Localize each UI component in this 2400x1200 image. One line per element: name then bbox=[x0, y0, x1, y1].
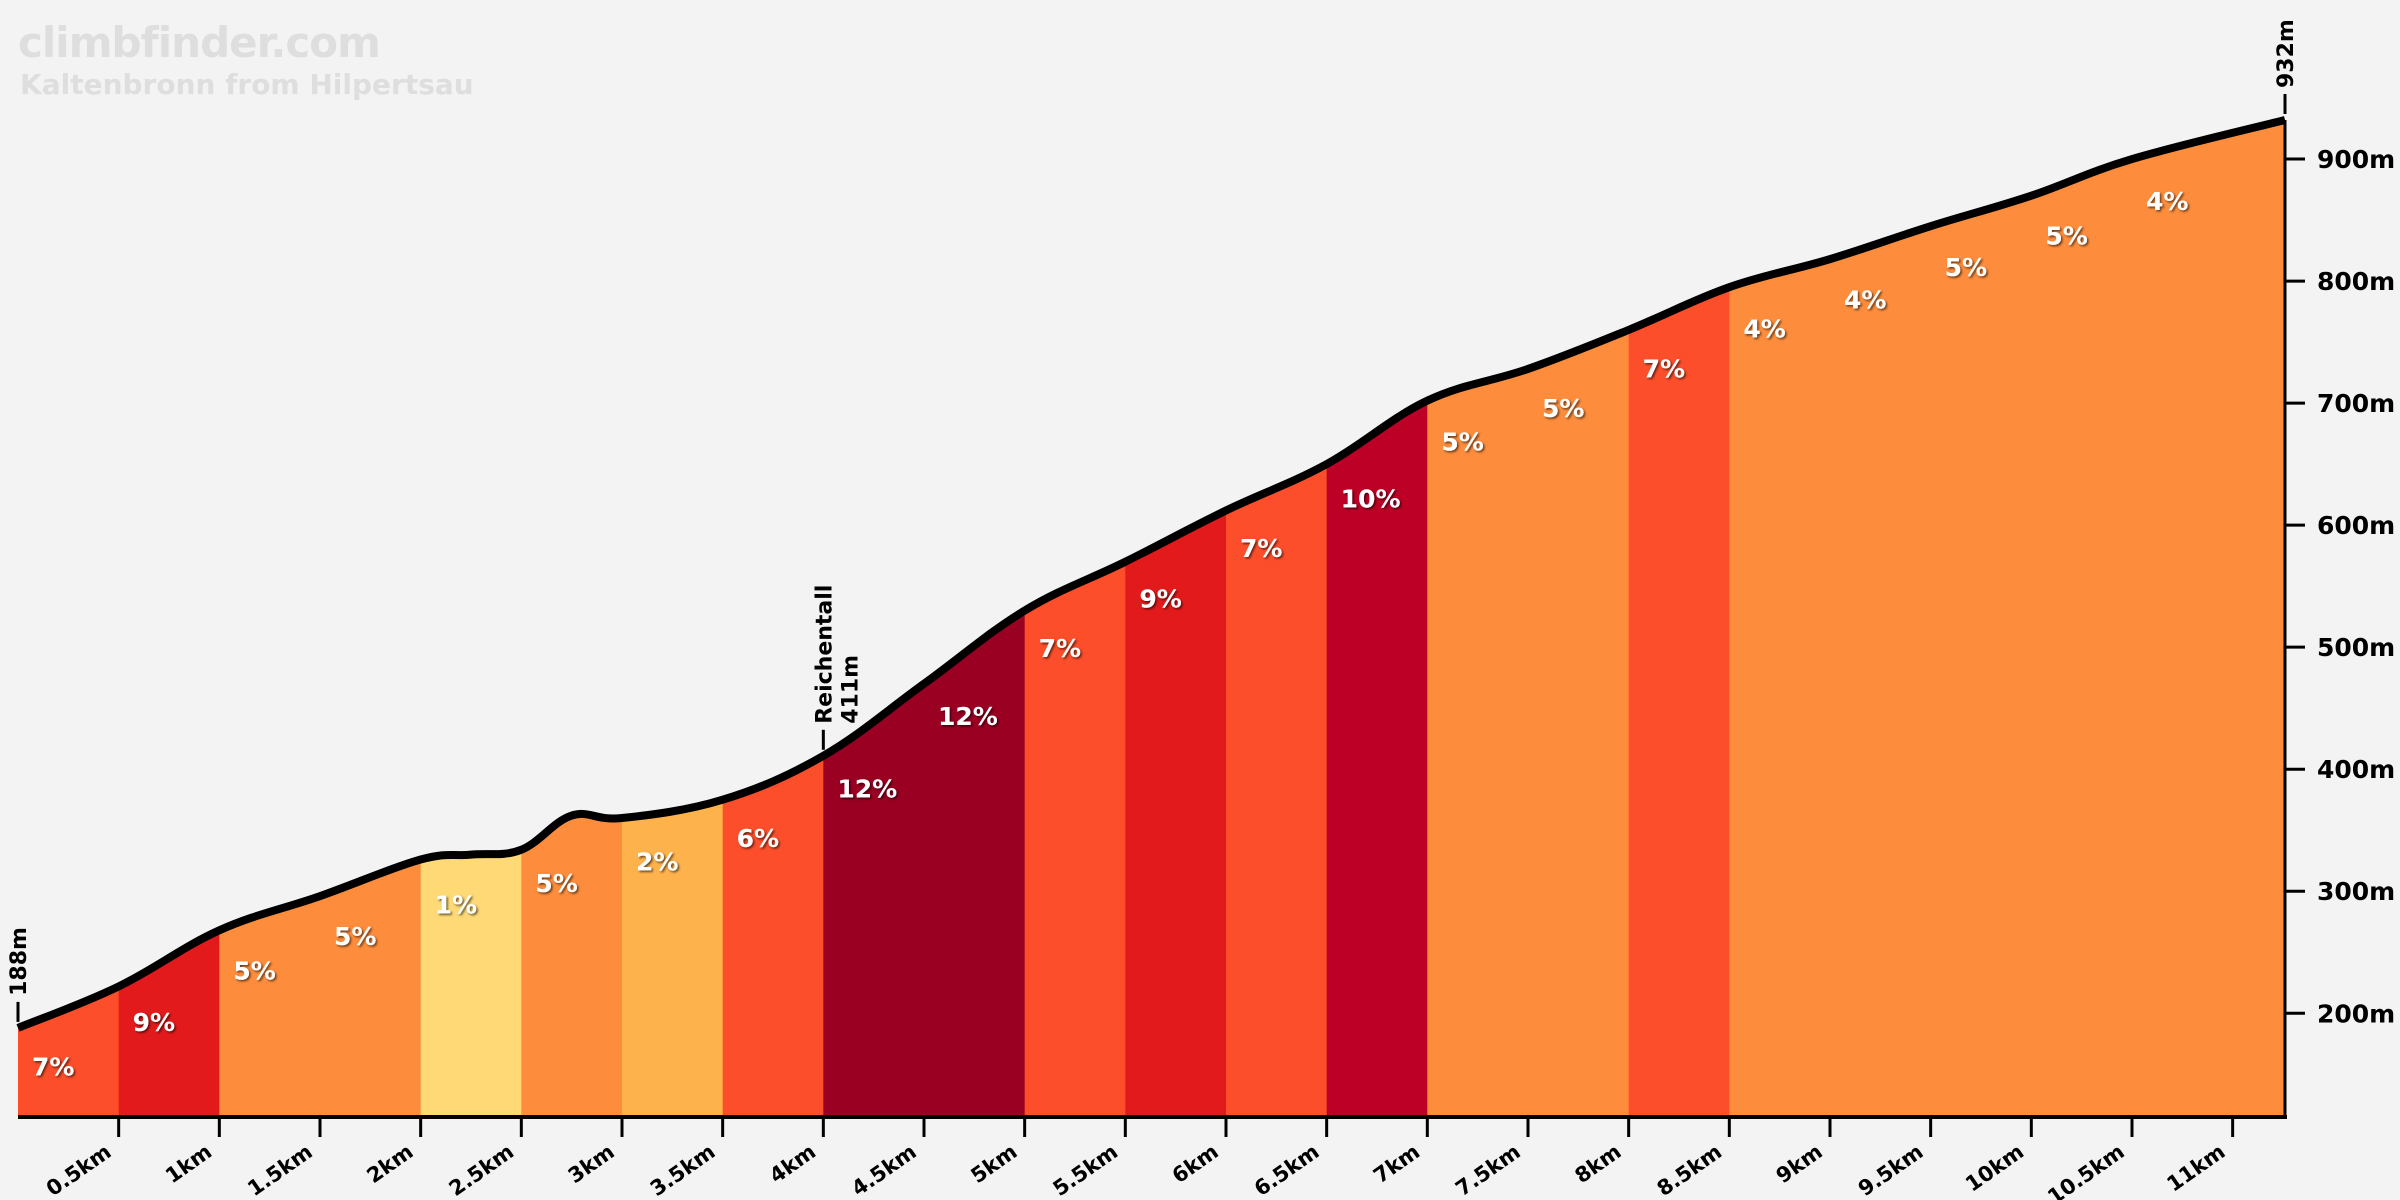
grade-label: 9% bbox=[133, 1008, 175, 1037]
x-tick-label: 6.5km bbox=[1250, 1139, 1324, 1200]
x-tick-label: 3km bbox=[564, 1139, 619, 1188]
y-tick-label: 700m bbox=[2317, 389, 2395, 418]
grade-label: 4% bbox=[1743, 315, 1785, 344]
grade-segment bbox=[2131, 120, 2285, 1117]
grade-label: 6% bbox=[737, 824, 779, 853]
x-tick-label: 3.5km bbox=[646, 1139, 720, 1200]
grade-label: 5% bbox=[334, 922, 376, 951]
grade-segment bbox=[1930, 120, 2032, 1117]
grade-segment bbox=[521, 120, 623, 1117]
grade-segment bbox=[722, 120, 824, 1117]
x-tick-label: 9.5km bbox=[1854, 1139, 1928, 1200]
grade-segment bbox=[1326, 120, 1428, 1117]
location-marker-elevation: 411m bbox=[838, 655, 863, 724]
x-tick-label: 2.5km bbox=[445, 1139, 519, 1200]
grade-label: 7% bbox=[1240, 534, 1282, 563]
y-tick-label: 300m bbox=[2317, 877, 2395, 906]
grade-label: 2% bbox=[636, 847, 678, 876]
x-tick-label: 5.5km bbox=[1049, 1139, 1123, 1200]
grade-segment bbox=[1628, 120, 1730, 1117]
climb-title: Kaltenbronn from Hilpertsau bbox=[20, 68, 474, 101]
profile-line bbox=[16, 116, 2286, 1032]
grade-label: 5% bbox=[2045, 221, 2087, 250]
x-tick-label: 2km bbox=[362, 1139, 417, 1188]
x-tick-label: 7km bbox=[1369, 1139, 1424, 1188]
grade-segment bbox=[2031, 120, 2133, 1117]
y-tick-label: 600m bbox=[2317, 511, 2395, 540]
grade-label: 5% bbox=[1945, 253, 1987, 282]
grade-segment bbox=[823, 120, 925, 1117]
grade-label: 10% bbox=[1341, 484, 1401, 513]
grade-segment bbox=[1729, 120, 1831, 1117]
grade-segment bbox=[1024, 120, 1126, 1117]
x-tick-label: 0.5km bbox=[42, 1139, 116, 1200]
grade-segment bbox=[319, 120, 422, 1117]
grade-segment bbox=[1829, 120, 1932, 1117]
grade-label: 4% bbox=[1844, 286, 1886, 315]
x-tick-label: 10km bbox=[1961, 1139, 2028, 1196]
grade-segment bbox=[420, 120, 522, 1117]
x-tick-label: 4km bbox=[765, 1139, 820, 1188]
brand-logo[interactable]: climbfinder.com bbox=[18, 18, 381, 67]
x-tick-label: 1km bbox=[161, 1139, 216, 1188]
elevation-marker-label: 188m bbox=[7, 927, 32, 996]
grade-label: 7% bbox=[32, 1053, 74, 1082]
y-tick-label: 800m bbox=[2317, 267, 2395, 296]
grade-label: 9% bbox=[1139, 585, 1181, 614]
grade-segment bbox=[923, 120, 1026, 1117]
y-tick-label: 200m bbox=[2317, 999, 2395, 1028]
y-tick-label: 900m bbox=[2317, 145, 2395, 174]
grade-label: 12% bbox=[938, 702, 998, 731]
grade-segment bbox=[1225, 120, 1328, 1117]
x-tick-label: 11km bbox=[2162, 1139, 2229, 1196]
grade-label: 5% bbox=[233, 956, 275, 985]
grade-segment bbox=[1427, 120, 1529, 1117]
x-tick-label: 5km bbox=[966, 1139, 1021, 1188]
grade-label: 12% bbox=[837, 774, 897, 803]
x-tick-label: 7.5km bbox=[1451, 1139, 1525, 1200]
grade-label: 5% bbox=[535, 869, 577, 898]
x-tick-label: 8km bbox=[1570, 1139, 1625, 1188]
grade-segment bbox=[118, 120, 220, 1117]
elevation-marker-label: 932m bbox=[2274, 19, 2299, 88]
grade-label: 1% bbox=[435, 891, 477, 920]
grade-label: 5% bbox=[1542, 394, 1584, 423]
grade-segment bbox=[18, 120, 120, 1117]
x-tick-label: 1.5km bbox=[243, 1139, 317, 1200]
x-tick-label: 9km bbox=[1772, 1139, 1827, 1188]
x-tick-label: 6km bbox=[1168, 1139, 1223, 1188]
y-tick-label: 500m bbox=[2317, 633, 2395, 662]
grade-segment bbox=[1527, 120, 1630, 1117]
grade-label: 7% bbox=[1643, 354, 1685, 383]
grade-label: 7% bbox=[1039, 634, 1081, 663]
x-tick-label: 4.5km bbox=[847, 1139, 921, 1200]
grade-segment bbox=[621, 120, 724, 1117]
location-marker-label: Reichentall bbox=[812, 585, 837, 724]
grade-label: 4% bbox=[2146, 187, 2188, 216]
grade-label: 5% bbox=[1441, 427, 1483, 456]
x-tick-label: 10.5km bbox=[2043, 1139, 2129, 1200]
y-tick-label: 400m bbox=[2317, 755, 2395, 784]
x-tick-label: 8.5km bbox=[1653, 1139, 1727, 1200]
